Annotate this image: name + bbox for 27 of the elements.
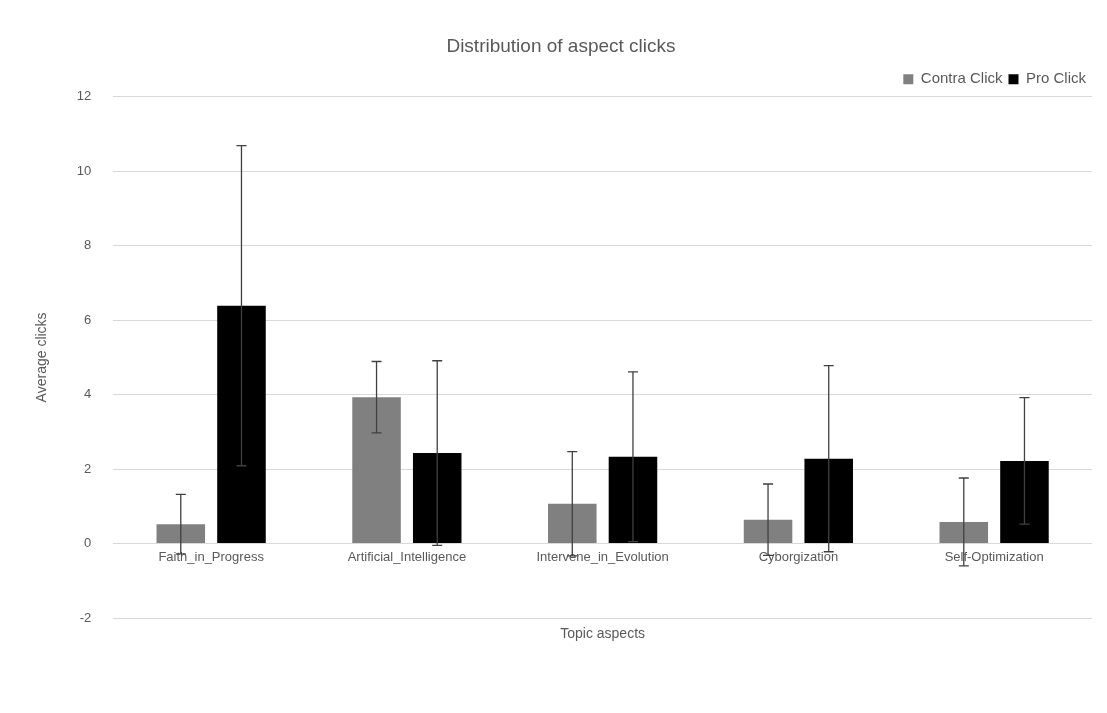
y-tick-label: 10 <box>76 162 92 178</box>
x-axis-title: Topic aspects <box>560 624 646 641</box>
bar <box>548 503 597 544</box>
y-tick-label: 8 <box>84 237 92 253</box>
bar <box>412 453 462 544</box>
y-tick-label: -2 <box>79 609 92 625</box>
x-tick-label: Artificial_Intelligence <box>347 548 467 564</box>
y-tick-label: 4 <box>84 386 92 402</box>
x-tick-label: Cyborgization <box>758 548 839 564</box>
x-tick-label: Faith_in_Progress <box>158 548 265 564</box>
legend-label: Contra Click <box>920 69 1003 87</box>
x-tick-label: Intervene_in_Evolution <box>536 548 669 564</box>
legend-label: Pro Click <box>1025 69 1087 87</box>
bar <box>804 458 853 544</box>
bar <box>939 521 989 544</box>
y-tick-label: 2 <box>84 460 92 476</box>
chart-title: Distribution of aspect clicks <box>446 34 676 56</box>
y-tick-label: 0 <box>84 535 92 551</box>
bar <box>608 456 658 544</box>
y-tick-label: 6 <box>84 311 92 327</box>
y-axis-title: Average clicks <box>33 312 50 403</box>
bar <box>217 305 266 544</box>
y-tick-label: 12 <box>76 88 92 104</box>
bar <box>352 397 401 544</box>
bar <box>156 524 206 544</box>
bar <box>743 519 793 544</box>
bar <box>1000 460 1049 544</box>
